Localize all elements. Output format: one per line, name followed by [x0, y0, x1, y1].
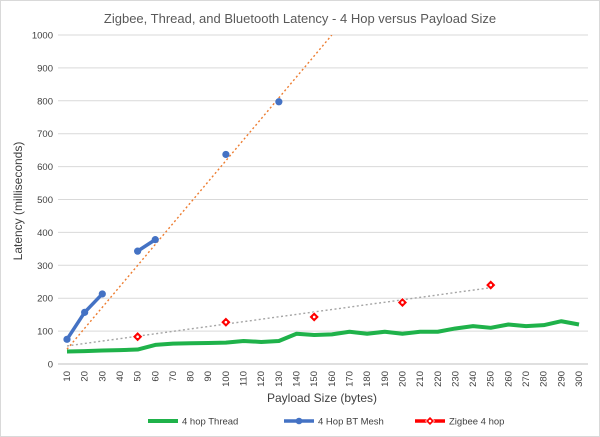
point-zigbee-4-hop-center: [401, 301, 404, 304]
y-tick-labels: 0 100 200 300 400 500 600 700 800 900 1000: [32, 31, 53, 371]
x-tick-label: 190: [380, 371, 391, 387]
legend-label-4-hop-thread: 4 hop Thread: [182, 417, 238, 428]
x-tick-label: 300: [574, 371, 585, 387]
y-tick-label: 400: [37, 228, 53, 239]
y-tick-label: 700: [37, 129, 53, 140]
y-axis-title: Latency (milliseconds): [11, 142, 25, 261]
x-tick-label: 20: [80, 371, 91, 382]
x-tick-label: 230: [450, 371, 461, 387]
x-tick-label: 180: [362, 371, 373, 387]
x-tick-label: 130: [274, 371, 285, 387]
x-tick-label: 260: [503, 371, 514, 387]
point-4-hop-bt-mesh: [63, 336, 70, 343]
x-tick-label: 10: [62, 371, 73, 382]
x-tick-label: 210: [415, 371, 426, 387]
y-tick-label: 500: [37, 195, 53, 206]
x-axis-title: Payload Size (bytes): [267, 391, 377, 405]
trendline-4-hop-bt-mesh: [67, 35, 332, 349]
x-tick-label: 290: [556, 371, 567, 387]
x-tick-label: 240: [468, 371, 479, 387]
x-tick-label: 140: [292, 371, 303, 387]
x-tick-label: 150: [309, 371, 320, 387]
y-tick-label: 1000: [32, 31, 53, 42]
x-tick-label: 250: [486, 371, 497, 387]
legend-marker-4-hop-bt-mesh: [296, 418, 303, 425]
point-zigbee-4-hop-center: [489, 284, 492, 287]
x-tick-label: 100: [221, 371, 232, 387]
legend-item-zigbee-4-hop: Zigbee 4 hop: [415, 417, 504, 428]
line-4-hop-thread: [67, 321, 579, 351]
x-tick-label: 280: [539, 371, 550, 387]
x-tick-label: 120: [256, 371, 267, 387]
x-tick-label: 110: [239, 371, 250, 386]
legend-label-zigbee-4-hop: Zigbee 4 hop: [449, 417, 504, 428]
x-tick-label: 60: [150, 371, 161, 382]
grid-lines: [58, 35, 588, 364]
x-tick-label: 30: [97, 371, 108, 382]
legend-item-4-hop-thread: 4 hop Thread: [148, 417, 238, 428]
point-4-hop-bt-mesh: [99, 290, 106, 297]
legend-marker-zigbee-4-hop-center: [429, 420, 432, 423]
y-tick-label: 900: [37, 63, 53, 74]
point-4-hop-bt-mesh: [275, 98, 282, 105]
x-tick-label: 170: [344, 371, 355, 387]
point-4-hop-bt-mesh: [134, 248, 141, 255]
chart-title: Zigbee, Thread, and Bluetooth Latency - …: [104, 11, 496, 26]
y-tick-label: 800: [37, 96, 53, 107]
legend-item-4-hop-bt-mesh: 4 Hop BT Mesh: [284, 417, 384, 428]
x-tick-label: 80: [186, 371, 197, 382]
x-tick-label: 270: [521, 371, 532, 387]
point-zigbee-4-hop-center: [225, 321, 228, 324]
x-tick-labels: 10 20 30 40 50 60 70 80 90 100 110 120 130 140 150 160 1…: [62, 371, 585, 387]
x-tick-label: 200: [397, 371, 408, 387]
point-4-hop-bt-mesh: [222, 151, 229, 158]
y-tick-label: 100: [37, 327, 53, 338]
point-zigbee-4-hop-center: [136, 335, 139, 338]
x-tick-label: 220: [433, 371, 444, 387]
trendline-zigbee-4-hop: [67, 288, 491, 346]
legend: 4 hop Thread 4 Hop BT Mesh Zigbee 4 hop: [148, 417, 504, 428]
point-4-hop-bt-mesh: [81, 309, 88, 316]
point-4-hop-bt-mesh: [152, 236, 159, 243]
legend-label-4-hop-bt-mesh: 4 Hop BT Mesh: [318, 417, 384, 428]
x-tick-label: 90: [203, 371, 214, 382]
y-tick-label: 600: [37, 162, 53, 173]
trendlines: [67, 35, 491, 349]
y-tick-label: 300: [37, 261, 53, 272]
x-tick-label: 70: [168, 371, 179, 382]
series-4-hop-thread: [67, 321, 579, 351]
x-tick-label: 50: [133, 371, 144, 382]
line-segment-4-hop-bt-mesh: [67, 294, 102, 339]
x-tick-label: 160: [327, 371, 338, 387]
y-tick-label: 200: [37, 294, 53, 305]
x-tick-label: 40: [115, 371, 126, 382]
series-group: [63, 98, 579, 351]
point-zigbee-4-hop-center: [313, 316, 316, 319]
series-4-hop-bt-mesh: [63, 98, 282, 343]
y-tick-label: 0: [48, 360, 53, 371]
